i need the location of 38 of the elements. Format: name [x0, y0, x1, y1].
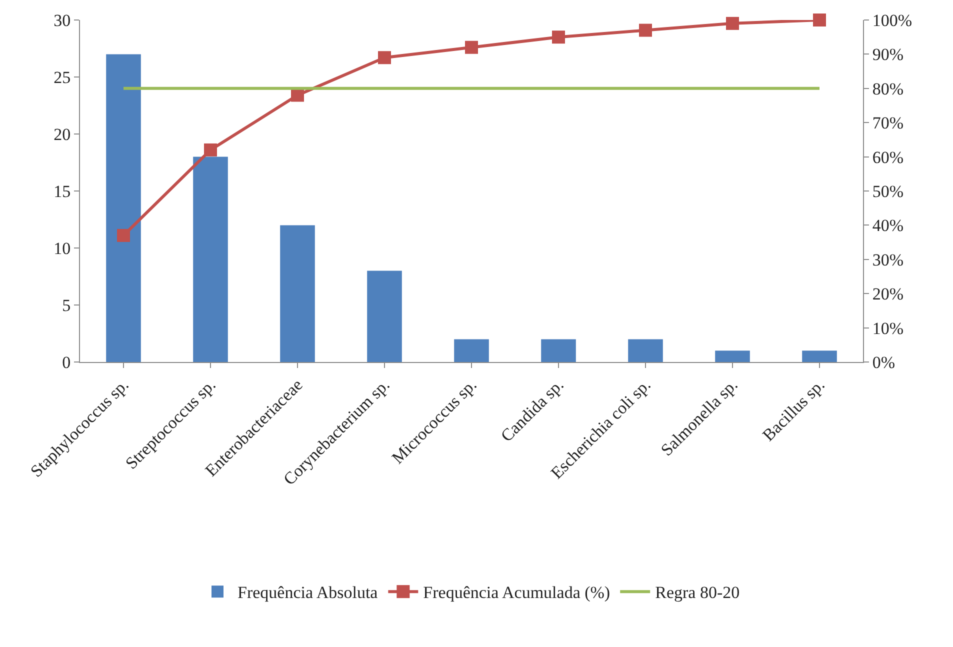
bar	[106, 54, 141, 362]
y2-tick-label: 50%	[872, 182, 904, 201]
bar	[280, 225, 315, 362]
y2-tick-label: 30%	[872, 250, 904, 270]
point	[378, 51, 391, 64]
y-tick-label: 5	[62, 296, 71, 315]
y2-tick-label: 20%	[872, 284, 904, 304]
bar	[715, 350, 750, 362]
y-tick-label: 0	[62, 352, 71, 372]
bar	[454, 339, 489, 362]
legend-label: Regra 80-20	[655, 583, 740, 602]
legend-label: Frequência Absoluta	[238, 583, 378, 602]
bar	[367, 270, 402, 362]
y2-tick-label: 0%	[872, 352, 896, 372]
y-tick-label: 10	[54, 238, 71, 258]
legend-label: Frequência Acumulada (%)	[423, 583, 610, 602]
point	[726, 16, 739, 30]
y2-tick-label: 70%	[872, 114, 904, 133]
y2-tick-label: 10%	[872, 318, 904, 338]
y2-tick-label: 60%	[872, 148, 904, 167]
point	[552, 30, 565, 44]
y2-tick-label: 80%	[872, 79, 904, 98]
y-tick-label: 25	[54, 68, 71, 87]
bar	[541, 339, 576, 362]
y2-tick-label: 100%	[872, 10, 912, 30]
bar	[193, 156, 228, 362]
bar	[802, 350, 837, 362]
point	[639, 24, 652, 37]
y2-tick-label: 40%	[872, 216, 904, 236]
y-tick-label: 30	[54, 10, 71, 30]
point	[204, 143, 217, 156]
bar	[628, 339, 663, 362]
y2-tick-label: 90%	[872, 45, 904, 64]
y-tick-label: 15	[54, 182, 71, 201]
point	[465, 40, 478, 54]
point	[813, 14, 826, 26]
y-tick-label: 20	[54, 124, 71, 144]
point	[117, 228, 130, 242]
